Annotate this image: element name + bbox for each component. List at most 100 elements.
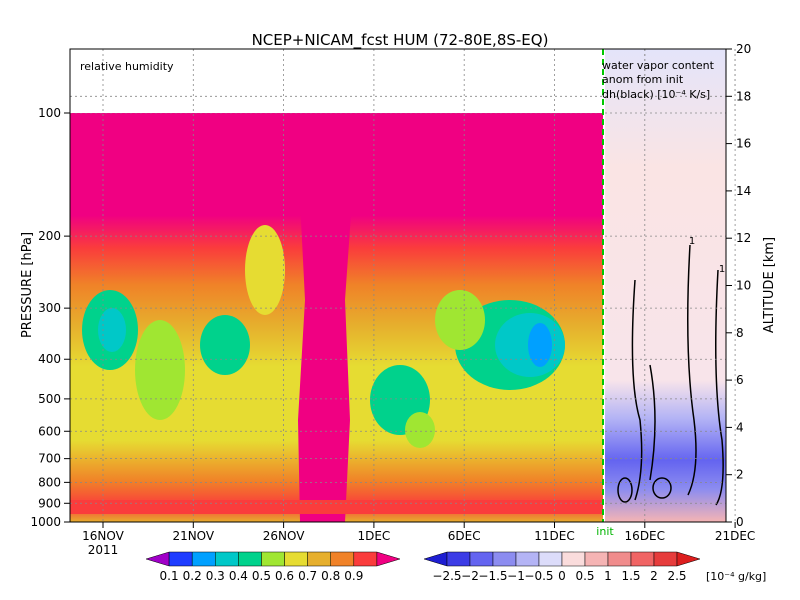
anom-colorbar-label: 2 bbox=[650, 569, 658, 583]
rh-colorbar-swatch bbox=[284, 551, 308, 567]
rh-colorbar-label: 0.9 bbox=[344, 569, 363, 583]
y-tick-label-left: 200 bbox=[38, 229, 61, 243]
anom-colorbar-swatch bbox=[423, 551, 448, 567]
rh-colorbar-label: 0.1 bbox=[160, 569, 179, 583]
grid-top bbox=[70, 49, 736, 113]
left-panel-label: relative humidity bbox=[80, 60, 174, 73]
anom-colorbar-label: 1 bbox=[604, 569, 612, 583]
anom-colorbar-swatch bbox=[515, 551, 540, 567]
anom-colorbar-swatch bbox=[676, 551, 701, 567]
anom-colorbar-swatch bbox=[492, 551, 517, 567]
anom-colorbar-label: −2.5 bbox=[432, 569, 461, 583]
y-tick-label-left: 1000 bbox=[30, 515, 61, 529]
x-tick-label: 21DEC bbox=[715, 529, 755, 543]
y-axis-left-title: PRESSURE [hPa] bbox=[20, 232, 35, 338]
rh-colorbar-swatch bbox=[353, 551, 378, 567]
x-tick-label: 16NOV bbox=[82, 529, 124, 543]
anom-colorbar-label: −0.5 bbox=[524, 569, 553, 583]
rh-dry-pocket bbox=[405, 412, 435, 448]
x-tick-label: 11DEC bbox=[534, 529, 574, 543]
y-tick-label-right: 12 bbox=[736, 231, 751, 245]
rh-colorbar-label: 0.4 bbox=[229, 569, 248, 583]
y-tick-label-left: 300 bbox=[38, 301, 61, 315]
y-tick-label-left: 500 bbox=[38, 392, 61, 406]
dh-contours bbox=[617, 244, 724, 506]
anom-colorbar-label: 0 bbox=[558, 569, 566, 583]
rh-colorbar-swatch bbox=[376, 551, 401, 567]
rh-colorbar-label: 0.7 bbox=[298, 569, 317, 583]
x-tick-label: 6DEC bbox=[448, 529, 481, 543]
rh-colorbar-swatch bbox=[330, 551, 355, 567]
init-label: init bbox=[596, 525, 614, 538]
rh-colorbar-label: 0.2 bbox=[183, 569, 202, 583]
rh-colorbar-label: 0.3 bbox=[206, 569, 225, 583]
y-tick-label-right: 4 bbox=[736, 420, 744, 434]
x-year-label: 2011 bbox=[88, 543, 119, 557]
y-tick-label-left: 100 bbox=[38, 106, 61, 120]
axes: 16NOV 21NOV 26NOV 1DEC 6DEC 11DEC 16DEC 21DEC20… bbox=[30, 42, 755, 557]
anom-colorbar-label: −1.5 bbox=[478, 569, 507, 583]
x-tick-label: 26NOV bbox=[263, 529, 305, 543]
y-axis-right-title: ALTITUDE [km] bbox=[762, 237, 777, 333]
colorbars: 0.1 0.2 0.3 0.4 0.5 0.6 0.7 0.8 0.9 −2.5 −2 −1.5 −1−… bbox=[145, 551, 766, 583]
y-tick-label-right: 18 bbox=[736, 89, 751, 103]
rh-colorbar-swatch bbox=[307, 551, 331, 567]
y-tick-label-left: 800 bbox=[38, 475, 61, 489]
y-tick-label-right: 0 bbox=[736, 515, 744, 529]
anom-colorbar-label: −1 bbox=[507, 569, 525, 583]
anom-colorbar-swatch bbox=[561, 551, 586, 567]
anom-field bbox=[605, 49, 726, 522]
anom-colorbar-swatch bbox=[469, 551, 494, 567]
contour-label: 1 bbox=[689, 236, 695, 247]
right-panel-label-2: anom from init bbox=[602, 73, 684, 86]
y-tick-label-left: 400 bbox=[38, 352, 61, 366]
contour-label: 1 bbox=[719, 264, 725, 275]
rh-colorbar-swatch bbox=[238, 551, 262, 567]
above-top-blank bbox=[70, 49, 603, 113]
anom-colorbar-label: 2.5 bbox=[667, 569, 686, 583]
rh-colorbar-swatch bbox=[168, 551, 193, 567]
x-tick-label: 1DEC bbox=[357, 529, 390, 543]
anom-colorbar-swatch bbox=[446, 551, 471, 567]
x-tick-label: 16DEC bbox=[625, 529, 665, 543]
y-tick-label-right: 6 bbox=[736, 373, 744, 387]
anom-colorbar-label: 0.5 bbox=[575, 569, 594, 583]
rh-dry-pocket bbox=[528, 323, 552, 367]
right-panel-label-3: dh(black) [10⁻⁴ K/s] bbox=[602, 88, 710, 101]
rh-mid-pocket bbox=[435, 290, 485, 350]
rh-colorbar-label: 0.5 bbox=[252, 569, 271, 583]
anom-colorbar-swatch bbox=[538, 551, 563, 567]
anom-colorbar-label: −2 bbox=[461, 569, 479, 583]
y-tick-label-right: 16 bbox=[736, 137, 751, 151]
rh-colorbar-swatch bbox=[215, 551, 239, 567]
rh-moist-column bbox=[298, 113, 352, 522]
y-tick-label-left: 700 bbox=[38, 452, 61, 466]
chart-title: NCEP+NICAM_fcst HUM (72-80E,8S-EQ) bbox=[252, 31, 549, 50]
rh-colorbar-label: 0.8 bbox=[321, 569, 340, 583]
rh-colorbar-swatch bbox=[145, 551, 170, 567]
rh-dry-pocket bbox=[98, 308, 126, 352]
y-tick-label-right: 14 bbox=[736, 184, 751, 198]
anom-colorbar-unit: [10⁻⁴ g/kg] bbox=[706, 570, 766, 583]
y-tick-label-left: 900 bbox=[38, 496, 61, 510]
y-tick-label-right: 20 bbox=[736, 42, 751, 56]
x-tick-label: 21NOV bbox=[172, 529, 214, 543]
y-tick-label-right: 8 bbox=[736, 326, 744, 340]
y-tick-label-right: 2 bbox=[736, 468, 744, 482]
rh-colorbar-swatch bbox=[191, 551, 216, 567]
rh-dry-pocket bbox=[200, 315, 250, 375]
y-tick-label-right: 10 bbox=[736, 279, 751, 293]
y-tick-label-left: 600 bbox=[38, 424, 61, 438]
right-panel-label-1: water vapor content bbox=[602, 59, 715, 72]
rh-field bbox=[70, 113, 603, 522]
rh-mid-pocket bbox=[135, 320, 185, 420]
rh-colorbar-label: 0.6 bbox=[275, 569, 294, 583]
anom-colorbar-label: 1.5 bbox=[621, 569, 640, 583]
rh-colorbar-swatch bbox=[261, 551, 285, 567]
anom-colorbar-swatch bbox=[584, 551, 609, 567]
grid bbox=[70, 49, 736, 522]
anom-colorbar-swatch bbox=[607, 551, 632, 567]
anom-colorbar-swatch bbox=[653, 551, 678, 567]
rh-surface-layer bbox=[70, 500, 603, 514]
